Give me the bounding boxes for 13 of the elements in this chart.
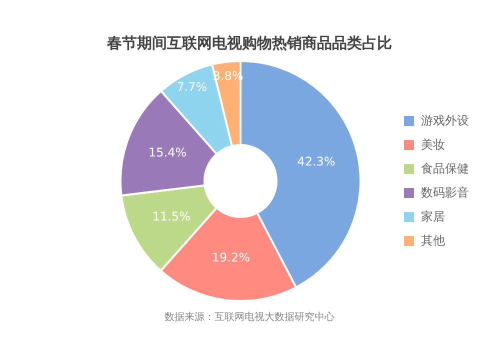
- data-label: 42.3%: [297, 154, 336, 169]
- data-label: 7.7%: [176, 80, 208, 94]
- data-label: 11.5%: [152, 209, 190, 224]
- data-label: 19.2%: [212, 250, 250, 265]
- source-note: 数据来源：互联网电视大数据研究中心: [164, 310, 336, 324]
- legend-label: 游戏外设: [421, 113, 469, 128]
- legend-label: 数码影音: [421, 185, 469, 200]
- legend-label: 美妆: [421, 137, 445, 152]
- data-label: 15.4%: [148, 145, 187, 160]
- legend-label: 其他: [421, 233, 445, 248]
- legend-label: 家居: [421, 209, 445, 224]
- chart-title: 春节期间互联网电视购物热销商品品类占比: [106, 34, 393, 54]
- legend-label: 食品保健: [421, 161, 469, 176]
